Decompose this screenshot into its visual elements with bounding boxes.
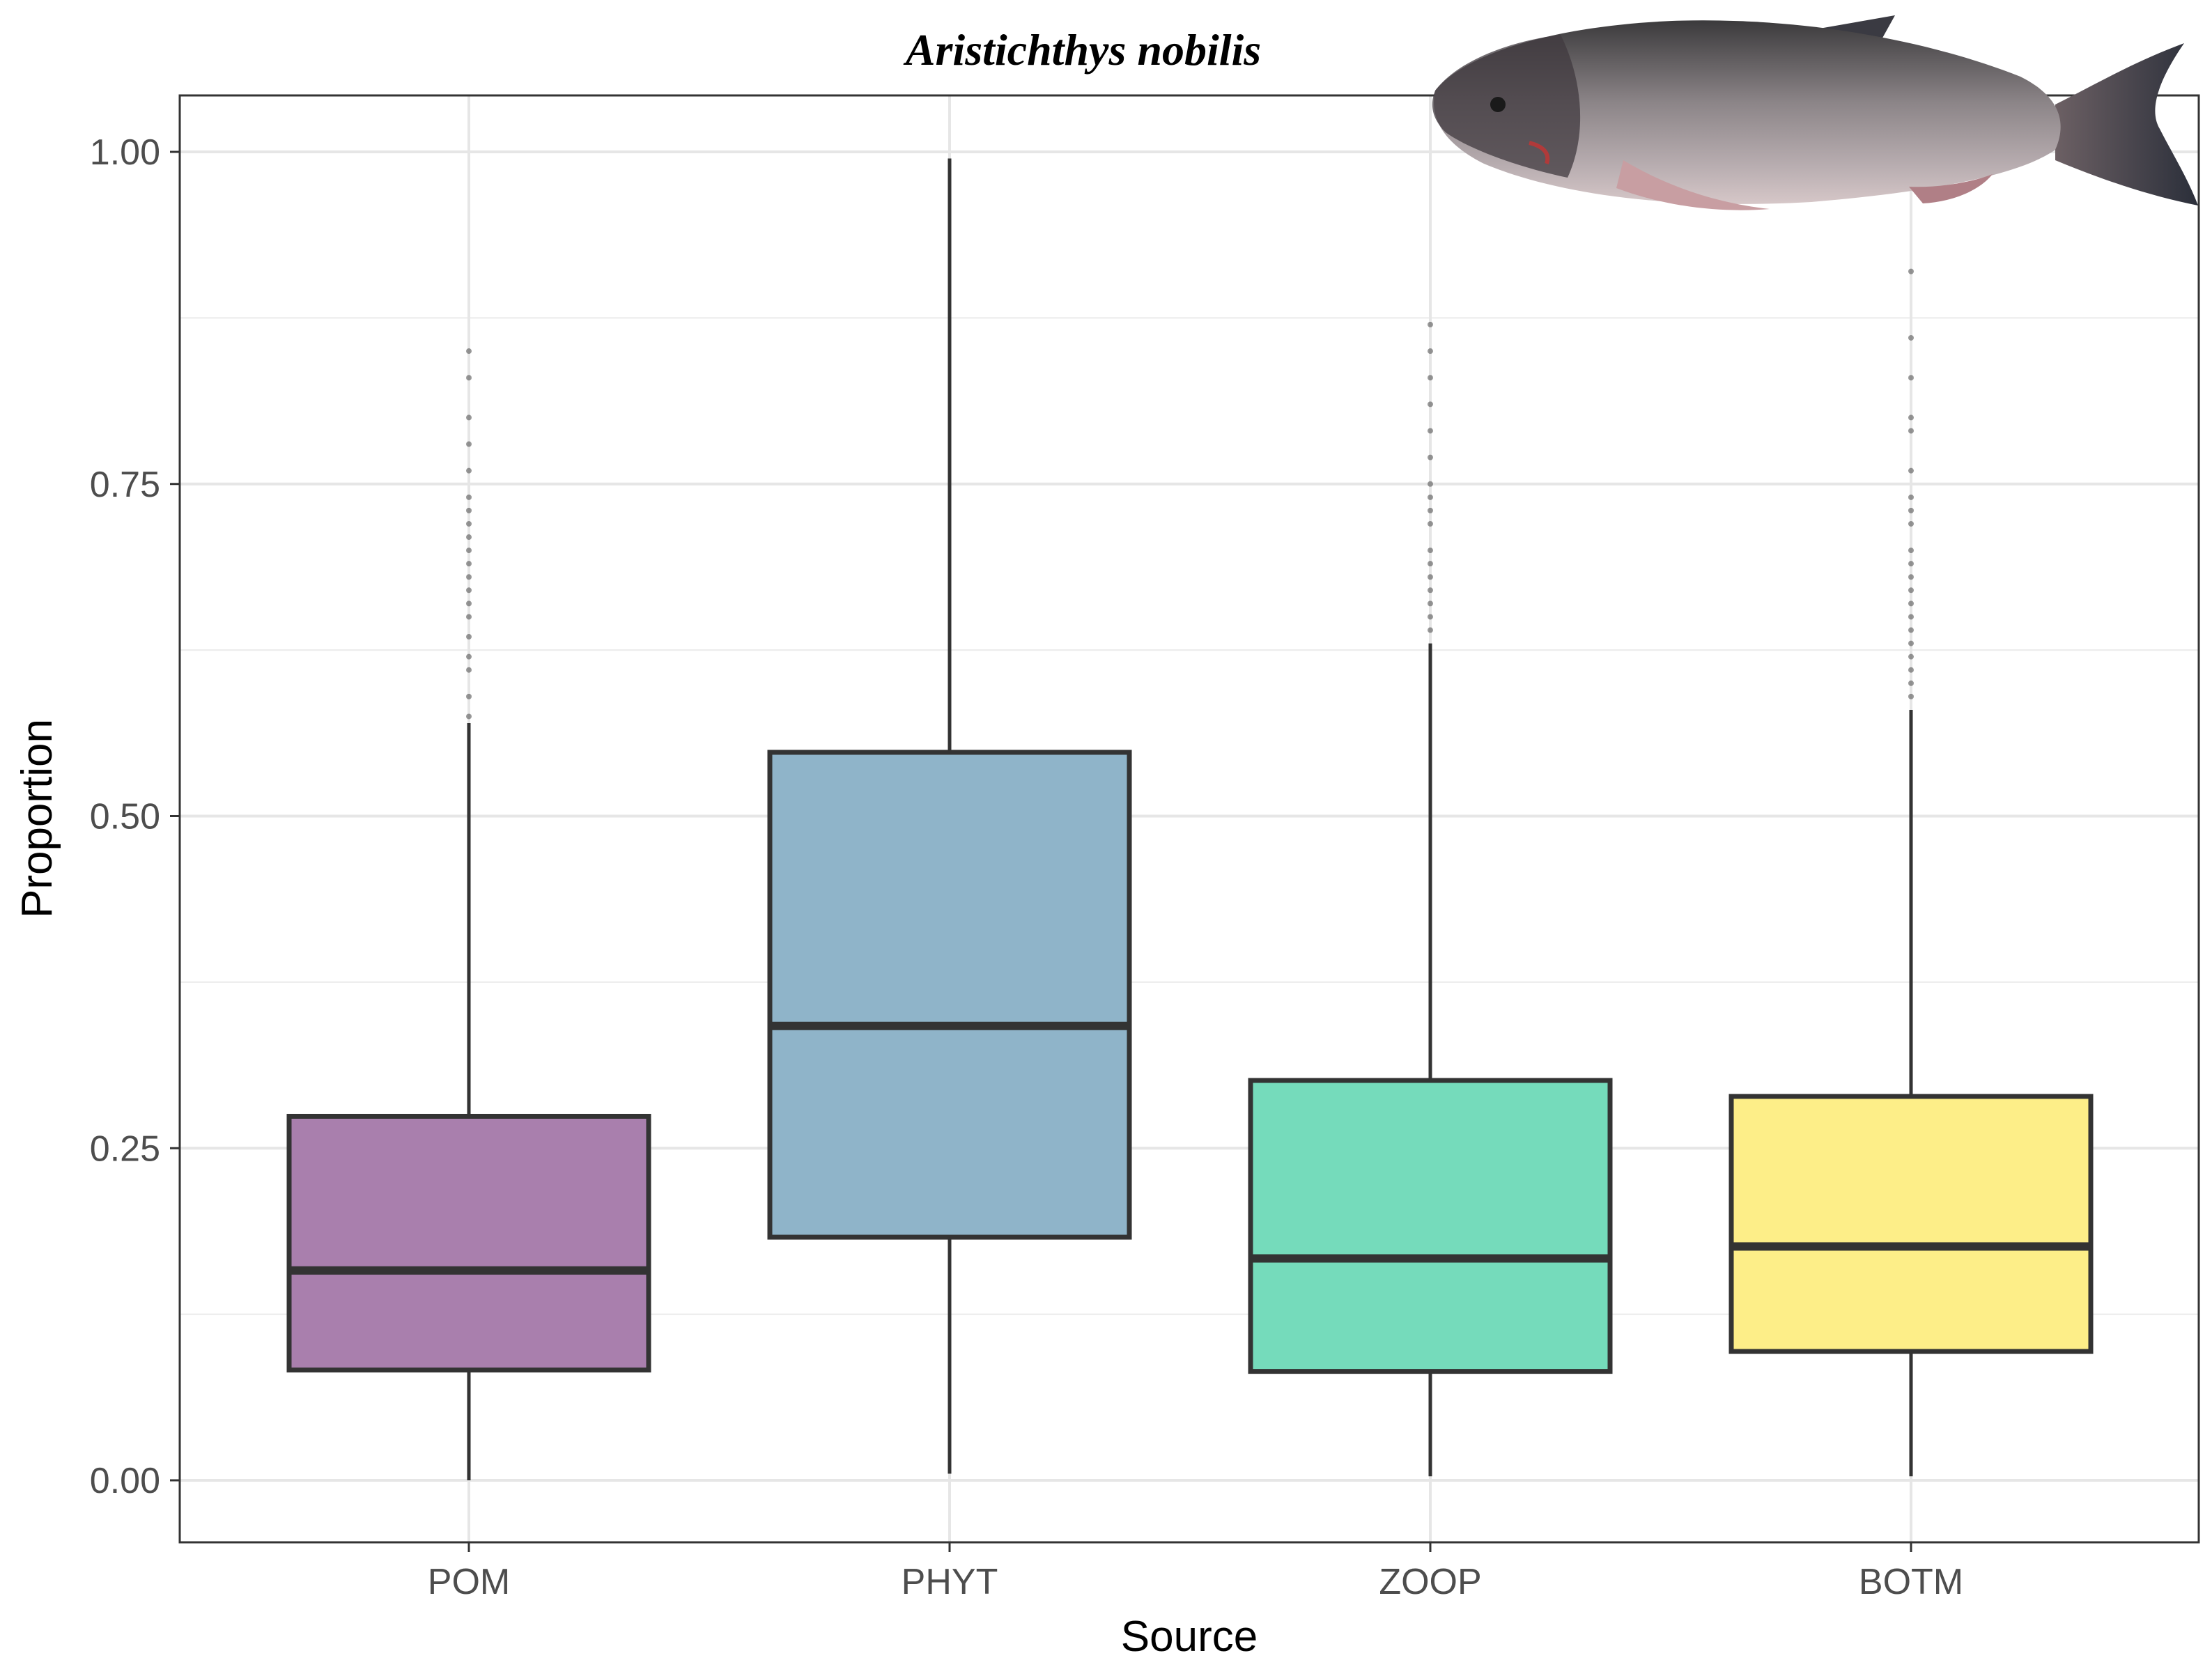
x-tick-label: PHYT [902, 1562, 998, 1602]
y-axis: 0.00 0.25 0.50 0.75 1.00 [90, 132, 180, 1501]
x-axis: POM PHYT ZOOP BOTM [428, 1542, 1963, 1602]
iqr-box [1248, 1078, 1613, 1374]
plot-panel [178, 94, 2200, 1544]
outlier-point [466, 494, 472, 500]
outlier-point [466, 667, 472, 673]
x-axis-label: Source [1121, 1613, 1258, 1661]
outlier-point [466, 534, 472, 541]
chart-title: Aristichthys nobilis [903, 25, 1261, 75]
outlier-point [466, 414, 472, 421]
box-pom [286, 348, 651, 1480]
outlier-point [1428, 428, 1433, 434]
outlier-point [1908, 653, 1914, 660]
outlier-point [466, 600, 472, 607]
outlier-point [1428, 375, 1433, 381]
outlier-point [1908, 414, 1914, 421]
outlier-point [1428, 627, 1433, 633]
outlier-point [1908, 507, 1914, 513]
outlier-point [1908, 640, 1914, 646]
outlier-point [1908, 520, 1914, 527]
outlier-point [1428, 454, 1433, 460]
outlier-point [1428, 481, 1433, 487]
outlier-point [1908, 561, 1914, 567]
outlier-point [1908, 627, 1914, 633]
panel-border [178, 94, 2200, 1544]
box-phyt [767, 158, 1132, 1474]
outlier-point [1428, 321, 1433, 327]
y-tick-label: 0.75 [90, 465, 160, 505]
x-tick-label: POM [428, 1562, 510, 1602]
iqr-box [286, 1113, 651, 1373]
outlier-point [1908, 268, 1914, 274]
outlier-point [1908, 494, 1914, 500]
outlier-point [466, 467, 472, 474]
outlier-point [1428, 587, 1433, 594]
outlier-point [466, 693, 472, 699]
outlier-point [466, 348, 472, 355]
outlier-point [1428, 494, 1433, 500]
outlier-point [1428, 507, 1433, 513]
outlier-point [466, 653, 472, 660]
box-zoop [1248, 321, 1613, 1477]
boxes-layer [286, 158, 2094, 1480]
outlier-point [466, 520, 472, 527]
outlier-point [466, 561, 472, 567]
x-tick-label: ZOOP [1379, 1562, 1481, 1602]
outlier-point [1428, 348, 1433, 355]
outlier-point [1908, 614, 1914, 620]
outlier-point [1908, 667, 1914, 673]
y-tick-label: 1.00 [90, 132, 160, 173]
iqr-box [1728, 1094, 2094, 1354]
box-botm [1728, 268, 2094, 1477]
fish-icon [1432, 15, 2198, 210]
outlier-point [466, 375, 472, 381]
outlier-point [466, 713, 472, 720]
outlier-point [1908, 375, 1914, 381]
outlier-point [1908, 600, 1914, 607]
outlier-point [466, 634, 472, 640]
y-tick-label: 0.25 [90, 1129, 160, 1169]
outlier-point [1908, 693, 1914, 699]
y-tick-label: 0.00 [90, 1461, 160, 1501]
outlier-point [466, 548, 472, 554]
outlier-point [1428, 574, 1433, 580]
outlier-point [466, 574, 472, 580]
x-tick-label: BOTM [1859, 1562, 1963, 1602]
iqr-box [767, 750, 1132, 1240]
outlier-point [466, 614, 472, 620]
outlier-point [1428, 600, 1433, 607]
y-tick-label: 0.50 [90, 797, 160, 837]
y-axis-label: Proportion [13, 719, 61, 918]
outlier-point [1428, 614, 1433, 620]
outlier-point [1908, 680, 1914, 686]
outlier-point [466, 441, 472, 447]
outlier-point [1908, 334, 1914, 341]
outlier-point [1908, 587, 1914, 594]
outlier-point [1428, 520, 1433, 527]
outlier-point [1428, 561, 1433, 567]
outlier-point [1908, 467, 1914, 474]
outlier-point [1428, 401, 1433, 408]
outlier-point [466, 587, 472, 594]
outlier-point [1908, 548, 1914, 554]
outlier-point [466, 507, 472, 513]
outlier-point [1428, 548, 1433, 554]
outlier-point [1908, 428, 1914, 434]
outlier-point [1908, 574, 1914, 580]
